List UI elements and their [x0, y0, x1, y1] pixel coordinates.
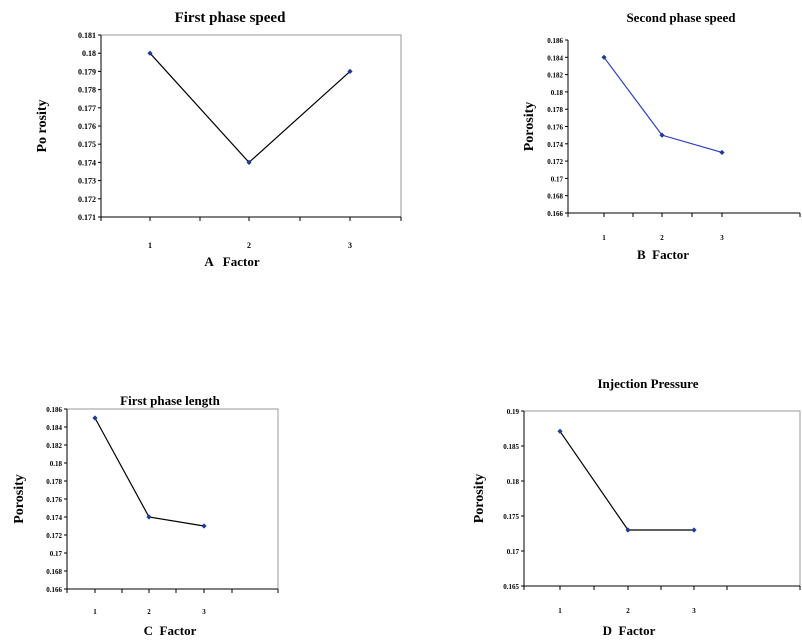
y-tick-label: 0.174	[78, 158, 96, 167]
data-point	[691, 527, 697, 533]
y-tick-label: 0.17	[50, 550, 63, 558]
y-tick-label: 0.186	[46, 406, 62, 414]
y-tick-label: 0.17	[507, 548, 520, 556]
y-tick-label: 0.176	[547, 124, 563, 132]
data-point	[347, 68, 353, 74]
y-tick-label: 0.172	[547, 158, 563, 166]
data-point	[92, 415, 98, 421]
y-axis-label: Porosity	[472, 474, 487, 524]
plot-area-border	[66, 408, 279, 590]
y-tick-label: 0.168	[46, 568, 62, 576]
y-tick-label: 0.184	[547, 54, 563, 62]
y-tick-label: 0.172	[78, 195, 96, 204]
series-line	[559, 430, 694, 531]
data-point	[201, 523, 207, 529]
y-tick-label: 0.178	[46, 478, 62, 486]
series-line	[603, 56, 723, 154]
y-axis-label: Po rosity	[35, 99, 50, 152]
y-axis-label: Porosity	[522, 102, 537, 152]
y-tick-label: 0.17	[551, 175, 564, 183]
x-axis-label: C Factor	[144, 623, 197, 638]
chart-4: 0.19 0.185 0.18 0.175 0.17 0.165 1 2 3 Injection …	[472, 376, 801, 638]
y-tick-label: 0.179	[78, 67, 96, 76]
plot-area-border	[100, 34, 402, 218]
y-tick-label: 0.176	[46, 496, 62, 504]
y-tick-label: 0.18	[50, 460, 63, 468]
chart-1: 0.181 0.18 0.179 0.178 0.177 0.176 0.175 0.174 0…	[35, 10, 402, 269]
y-tick-label: 0.174	[547, 141, 563, 149]
x-axis-label: D Factor	[603, 623, 656, 638]
y-tick-label: 0.178	[547, 106, 563, 114]
y-tick-label: 0.19	[507, 408, 520, 416]
x-tick-label: 3	[348, 241, 352, 250]
y-tick-label: 0.18	[507, 478, 520, 486]
x-tick-label: 1	[602, 234, 606, 242]
x-tick-label: 3	[202, 608, 206, 616]
chart-2: 0.1860.1840.1820.180.1780.1760.1740.1720…	[522, 10, 801, 262]
plot-area-border	[523, 410, 801, 587]
y-tick-label: 0.182	[547, 72, 563, 80]
y-tick-label: 0.174	[46, 514, 62, 522]
y-tick-label: 0.182	[46, 442, 62, 450]
data-point	[146, 514, 152, 520]
y-tick-label: 0.177	[78, 104, 96, 113]
y-tick-label: 0.173	[78, 177, 96, 186]
series-line	[149, 52, 351, 164]
chart-title: First phase speed	[175, 10, 286, 26]
y-tick-label: 0.165	[503, 583, 519, 591]
x-tick-label: 1	[148, 241, 152, 250]
y-tick-label: 0.175	[503, 513, 519, 521]
x-axis-label: B Factor	[637, 247, 689, 262]
chart-title: Second phase speed	[626, 10, 736, 25]
y-tick-label: 0.175	[78, 140, 96, 149]
y-tick-label: 0.184	[46, 424, 62, 432]
x-axis-label: A Factor	[204, 254, 259, 269]
y-tick-label: 0.185	[503, 443, 519, 451]
y-tick-label: 0.166	[547, 210, 563, 218]
y-tick-label: 0.168	[547, 193, 563, 201]
y-tick-label: 0.186	[547, 37, 563, 45]
data-point	[625, 527, 631, 533]
x-tick-label: 2	[247, 241, 251, 250]
data-point	[659, 132, 665, 138]
y-tick-label: 0.18	[82, 49, 96, 58]
data-point	[246, 159, 252, 165]
y-tick-label: 0.181	[78, 31, 96, 40]
x-tick-label: 2	[660, 234, 664, 242]
y-tick-label: 0.176	[78, 122, 96, 131]
x-tick-label: 2	[147, 608, 151, 616]
data-point	[601, 54, 607, 60]
chart-title: First phase length	[120, 393, 220, 408]
y-axis-label: Porosity	[12, 474, 27, 524]
data-point	[719, 149, 725, 156]
data-point	[557, 428, 563, 434]
x-tick-label: 1	[93, 608, 97, 616]
series-line	[94, 417, 205, 527]
chart-3: 0.1860.1840.1820.180.1780.1760.1740.1720…	[12, 393, 279, 638]
x-tick-label: 2	[626, 607, 630, 615]
y-tick-label: 0.178	[78, 86, 96, 95]
y-tick-label: 0.166	[46, 586, 62, 594]
y-tick-label: 0.172	[46, 532, 62, 540]
x-tick-label: 3	[720, 234, 724, 242]
y-tick-label: 0.171	[78, 213, 96, 222]
x-tick-label: 1	[558, 607, 562, 615]
x-tick-label: 3	[692, 607, 696, 615]
data-point	[147, 50, 153, 56]
y-tick-label: 0.18	[551, 89, 564, 97]
chart-title: Injection Pressure	[598, 376, 699, 391]
